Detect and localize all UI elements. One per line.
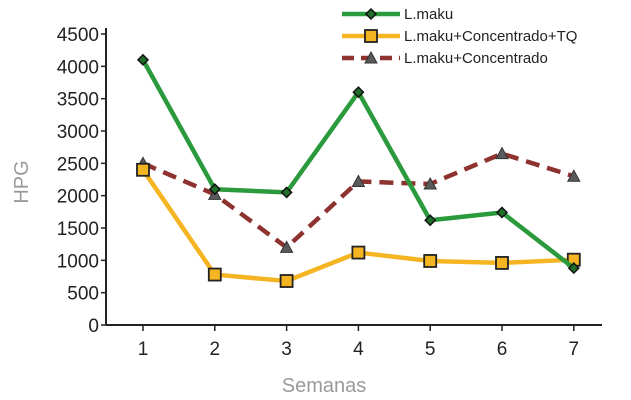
legend-item-3: L.maku+Concentrado xyxy=(342,50,548,67)
legend-swatch-marker xyxy=(364,50,378,64)
y-tick-label: 3500 xyxy=(57,90,99,111)
axes: 0 500 1000 1500 2000 2500 3000 3500 4000 4500 1 2 3 4… xyxy=(57,25,602,360)
series-2 xyxy=(136,162,581,288)
series-1-point xyxy=(424,214,437,227)
x-axis-title: Semanas xyxy=(282,375,367,397)
y-tick-label: 500 xyxy=(67,284,99,305)
legend-item-1: L.maku xyxy=(342,6,453,23)
y-axis-title-group: HPG xyxy=(11,160,33,203)
x-tick-label: 7 xyxy=(569,339,580,360)
legend-swatch-marker xyxy=(364,29,378,43)
y-tick-label: 0 xyxy=(88,316,99,337)
series-1-point xyxy=(280,186,293,199)
y-tick-label: 2500 xyxy=(57,154,99,175)
series-1 xyxy=(136,53,580,275)
series-1-point xyxy=(208,183,221,196)
series-1-point xyxy=(567,262,580,275)
legend-item-2: L.maku+Concentrado+TQ xyxy=(342,28,577,45)
x-tick-label: 1 xyxy=(138,339,149,360)
series-3-point xyxy=(279,240,294,253)
series-1-point xyxy=(136,53,150,66)
series-2-point xyxy=(423,254,438,268)
x-tick-label: 4 xyxy=(353,339,364,360)
x-tick-label: 5 xyxy=(425,339,436,360)
y-tick-label: 1000 xyxy=(57,251,99,272)
x-tick-label: 2 xyxy=(210,339,221,360)
legend-label: L.maku xyxy=(404,6,453,23)
series-2-point xyxy=(351,245,366,260)
y-tick-label: 1500 xyxy=(57,219,99,240)
series-2-point xyxy=(207,267,222,282)
legend-label: L.maku+Concentrado+TQ xyxy=(404,28,577,45)
series-2-point xyxy=(136,162,150,177)
legend: L.maku L.maku+Concentrado+TQ L.maku+Concen… xyxy=(342,6,577,67)
legend-label: L.maku+Concentrado xyxy=(404,50,548,67)
series-2-point xyxy=(279,274,294,288)
series-3-point xyxy=(351,174,366,187)
x-tick-label: 3 xyxy=(281,339,292,360)
y-tick-label: 3000 xyxy=(57,122,99,143)
y-tick-label: 4500 xyxy=(57,25,99,46)
y-tick-label: 2000 xyxy=(57,187,99,208)
series-layer xyxy=(136,53,581,288)
series-1-point xyxy=(495,206,509,219)
series-1-point xyxy=(352,86,365,99)
series-3-point xyxy=(495,146,509,160)
series-3-point xyxy=(566,169,581,182)
legend-swatch-marker xyxy=(364,7,378,21)
x-tick-label: 6 xyxy=(497,339,508,360)
series-3 xyxy=(136,146,581,253)
series-3-line xyxy=(142,151,575,250)
series-2-point xyxy=(495,256,509,270)
y-axis-title: HPG xyxy=(11,160,33,203)
series-3-point xyxy=(423,176,438,190)
y-tick-label: 4000 xyxy=(57,57,99,78)
